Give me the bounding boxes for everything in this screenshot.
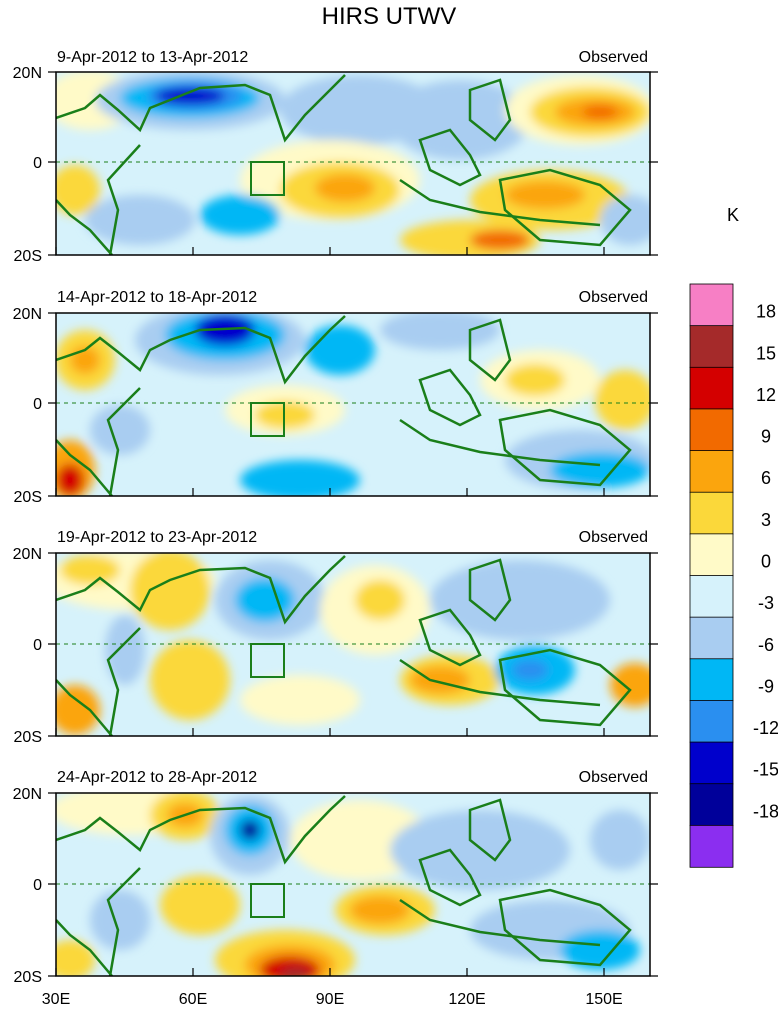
colorbar-swatch	[689, 491, 734, 535]
colorbar: 18 15 12 9 6 3 0 -3 -6 -9 -12 -15 -18	[689, 283, 778, 868]
panel-3-lat-label-south: 20S	[14, 729, 42, 746]
panel-4-region-box	[250, 883, 285, 918]
colorbar-tick-label: -15	[753, 760, 778, 780]
colorbar-tick-label: -9	[758, 676, 774, 696]
colorbar-swatch	[689, 366, 734, 410]
panel-2-coastlines	[56, 315, 632, 496]
panel-3-coastlines	[56, 555, 632, 736]
panel-3-lat-label-north: 20N	[13, 546, 42, 563]
panel-2-type-label: Observed	[579, 289, 648, 306]
lon-label-30e: 30E	[42, 991, 70, 1008]
panel-2-region-box	[250, 402, 285, 437]
colorbar-tick-label: -18	[753, 801, 778, 821]
map-panel-2: 14-Apr-2012 to 18-Apr-2012 Observed	[13, 289, 658, 506]
colorbar-swatch	[689, 450, 734, 493]
colorbar-tick-label: -12	[753, 718, 778, 738]
panel-2-ticks	[48, 312, 658, 497]
colorbar-tick-label: 15	[756, 343, 776, 363]
colorbar-swatch	[689, 408, 734, 452]
colorbar-tick-label: 0	[761, 552, 771, 572]
colorbar-tick-label: 18	[756, 302, 776, 322]
colorbar-tick-label: 9	[761, 427, 771, 447]
colorbar-swatch	[689, 616, 734, 660]
panel-1-contour-field	[56, 72, 650, 255]
colorbar-unit-label: K	[727, 205, 739, 225]
panel-4-contour-field	[56, 793, 650, 976]
panel-4-lat-label-equator: 0	[33, 877, 42, 894]
colorbar-tick-label: -3	[758, 593, 774, 613]
panel-2-date-label: 14-Apr-2012 to 18-Apr-2012	[57, 289, 257, 306]
colorbar-tick-label: 3	[761, 510, 771, 530]
panel-2-lat-label-equator: 0	[33, 396, 42, 413]
colorbar-swatch	[689, 700, 734, 743]
map-panel-4: 24-Apr-2012 to 28-Apr-2012 Observed	[13, 769, 658, 986]
panel-1-lat-label-north: 20N	[13, 65, 42, 82]
colorbar-tick-label: -6	[758, 635, 774, 655]
panel-2-lat-label-south: 20S	[14, 489, 42, 506]
panel-3-lat-label-equator: 0	[33, 637, 42, 654]
panel-4-coastlines	[56, 795, 632, 976]
panel-3-date-label: 19-Apr-2012 to 23-Apr-2012	[57, 529, 257, 546]
colorbar-swatch	[689, 325, 734, 368]
figure-title: HIRS UTWV	[322, 3, 457, 30]
panel-2-contour-field	[56, 313, 650, 496]
panel-1-lat-label-south: 20S	[14, 248, 42, 265]
lon-label-60e: 60E	[179, 991, 207, 1008]
map-panel-1: 9-Apr-2012 to 13-Apr-2012 Observed	[13, 49, 658, 265]
map-panel-3: 19-Apr-2012 to 23-Apr-2012 Observed	[13, 529, 658, 746]
panel-3-type-label: Observed	[579, 529, 648, 546]
panel-1-ticks	[48, 71, 658, 256]
panel-1-lat-label-equator: 0	[33, 155, 42, 172]
lon-label-90e: 90E	[316, 991, 344, 1008]
panel-4-ticks	[48, 792, 658, 977]
panel-1-type-label: Observed	[579, 49, 648, 66]
colorbar-swatch	[689, 533, 734, 577]
panel-4-lat-label-north: 20N	[13, 786, 42, 803]
colorbar-swatch	[689, 783, 734, 827]
colorbar-swatch	[689, 824, 734, 868]
panel-2-lat-label-north: 20N	[13, 306, 42, 323]
colorbar-swatch	[689, 283, 734, 327]
panel-3-contour-field	[56, 553, 650, 736]
colorbar-swatch	[689, 741, 734, 785]
panel-4-date-label: 24-Apr-2012 to 28-Apr-2012	[57, 769, 257, 786]
panel-3-region-box	[250, 643, 285, 678]
panel-1-region-box	[250, 161, 285, 196]
colorbar-swatch	[689, 658, 734, 702]
lon-label-150e: 150E	[585, 991, 622, 1008]
panel-4-type-label: Observed	[579, 769, 648, 786]
panel-3-ticks	[48, 552, 658, 737]
colorbar-tick-label: 6	[761, 468, 771, 488]
lon-label-120e: 120E	[448, 991, 485, 1008]
panel-1-date-label: 9-Apr-2012 to 13-Apr-2012	[57, 49, 248, 66]
panel-4-lat-label-south: 20S	[14, 969, 42, 986]
panel-1-coastlines	[56, 74, 632, 255]
colorbar-tick-label: 12	[756, 385, 776, 405]
colorbar-swatch	[689, 575, 734, 618]
